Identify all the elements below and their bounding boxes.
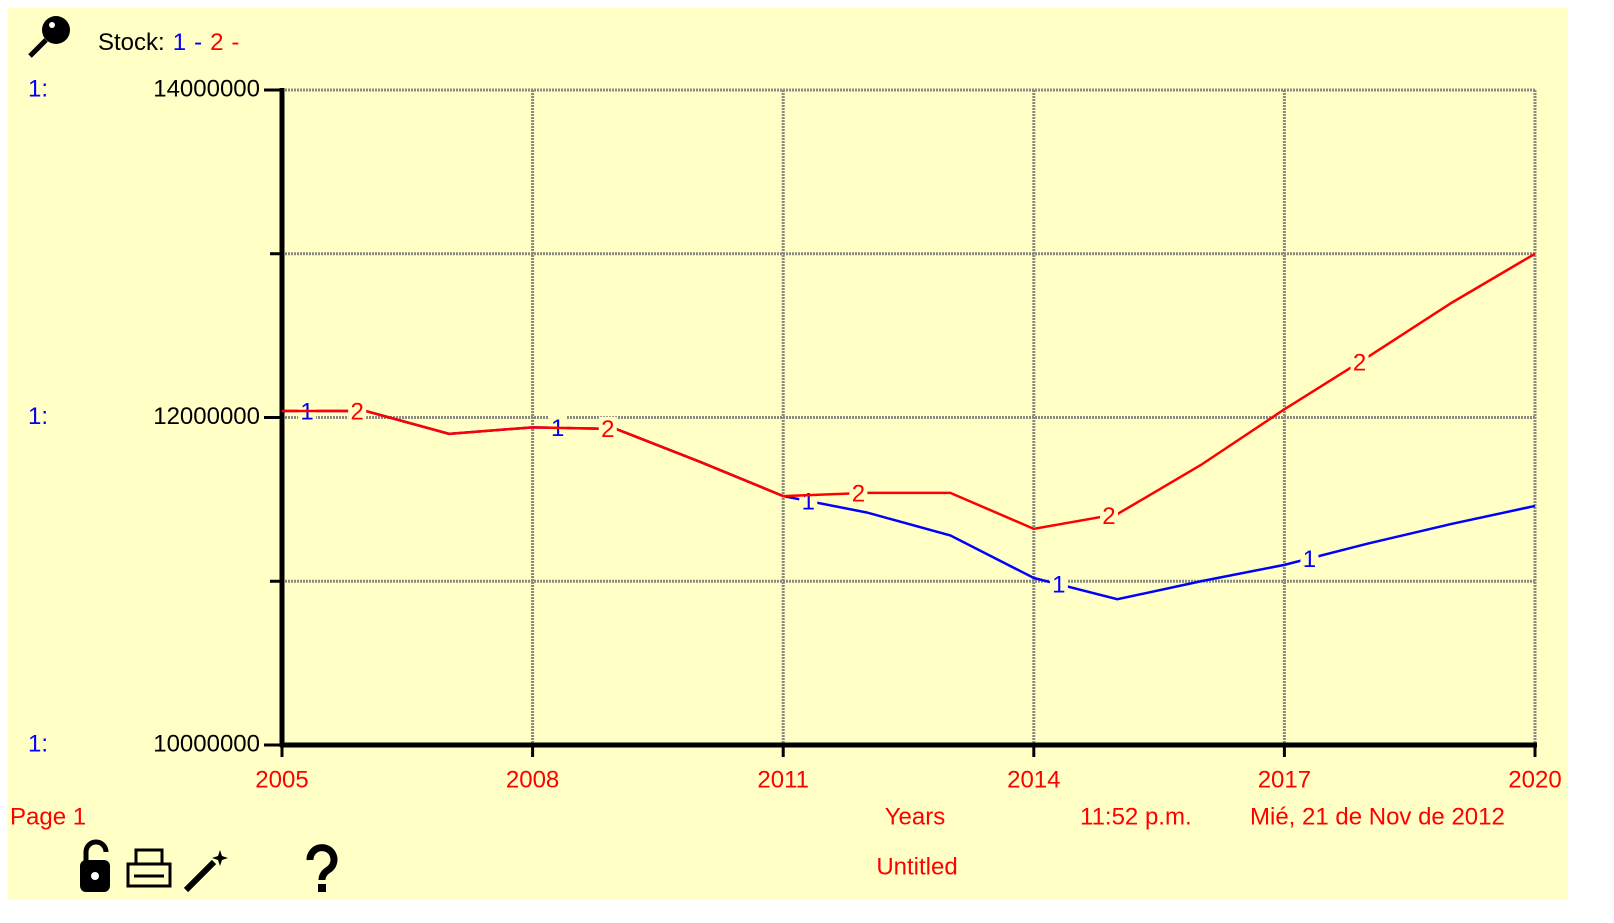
marker-bg [1300, 546, 1319, 571]
zoom-icon[interactable] [28, 16, 70, 58]
marker-bg [598, 416, 617, 441]
marker-bg [1099, 503, 1118, 528]
marker-bg [849, 481, 868, 506]
axis-prefix: 1: [28, 403, 48, 430]
series-marker: 1 [1052, 572, 1065, 599]
series-marker: 2 [852, 480, 865, 507]
legend-entry: 1 [173, 29, 186, 56]
x-tick-label: 2017 [1258, 766, 1311, 793]
series-marker: 2 [601, 416, 614, 443]
wand-icon[interactable] [183, 850, 228, 893]
y-tick-label: 10000000 [153, 730, 260, 757]
axis-prefix: 1: [28, 75, 48, 102]
y-tick-label: 12000000 [153, 403, 260, 430]
y-tick-label: 14000000 [153, 75, 260, 102]
help-icon[interactable] [306, 844, 338, 892]
legend-separator: - [194, 29, 202, 56]
legend-entry: 2 [210, 29, 223, 56]
series-marker: 1 [802, 488, 815, 515]
axis-prefix: 1: [28, 730, 48, 757]
series-marker: 1 [1303, 546, 1316, 573]
legend-title: Stock: [98, 29, 165, 56]
series-marker: 2 [351, 398, 364, 425]
x-axis-label: Years [885, 803, 946, 830]
series-marker: 2 [1102, 503, 1115, 530]
marker-bg [1350, 350, 1369, 375]
lock-icon[interactable] [80, 839, 110, 892]
series-line [282, 252, 1536, 531]
footer: Untitled [876, 853, 957, 880]
marker-bg [1049, 572, 1068, 597]
x-tick-label: 2011 [757, 766, 809, 793]
print-icon[interactable] [126, 848, 172, 888]
legend-separator: - [231, 29, 239, 56]
background [8, 8, 1568, 900]
marker-bg [348, 398, 367, 423]
page-label: Page 1 [10, 803, 86, 830]
series-marker: 2 [1353, 349, 1366, 376]
time: 11:52 p.m. [1080, 803, 1192, 830]
x-tick-label: 2020 [1508, 766, 1561, 793]
legend: Stock: 1-2- [98, 29, 239, 56]
date: Mié, 21 de Nov de 2012 [1250, 803, 1505, 830]
x-tick-label: 2014 [1007, 766, 1060, 793]
x-tick-label: 2005 [255, 766, 308, 793]
x-tick-label: 2008 [506, 766, 559, 793]
